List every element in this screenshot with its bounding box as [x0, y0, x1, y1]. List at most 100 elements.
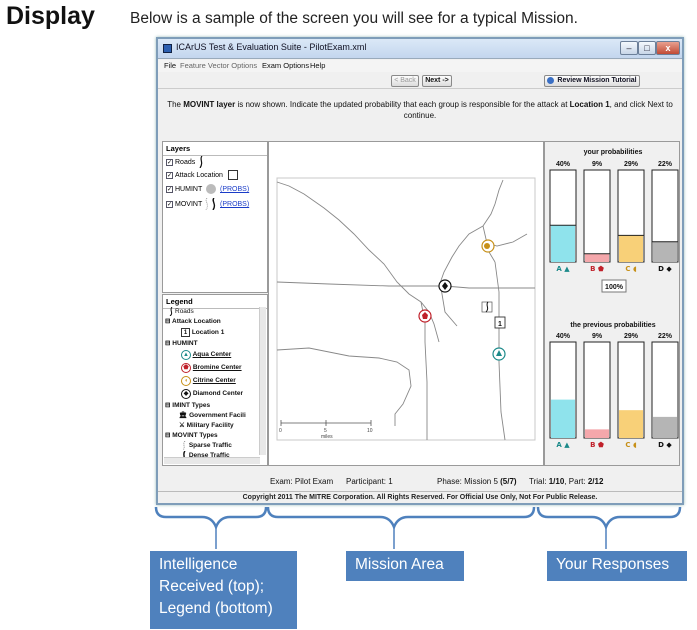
humint-probs-link[interactable]: (PROBS) [220, 185, 250, 193]
checkbox[interactable]: ✓ [166, 158, 173, 166]
probability-bar-fill[interactable] [585, 253, 609, 262]
caption-intelligence-legend: Intelligence Received (top); Legend (bot… [150, 551, 297, 629]
diamond-icon [442, 282, 448, 290]
caption-your-responses: Your Responses [547, 551, 687, 581]
bromine-center-marker[interactable] [418, 309, 432, 323]
legend-military: ⚔ Military Facility [179, 421, 234, 429]
legend-bromine: ⬟ Bromine Center [181, 363, 242, 373]
back-button[interactable]: < Back [391, 75, 419, 87]
legend-label: HUMINT [172, 340, 198, 347]
movint-probs-link[interactable]: (PROBS) [220, 200, 250, 208]
part-value: 2/12 [587, 477, 604, 486]
layers-panel: Layers ✓ Roads ✓ Attack Location ✓ HUMINT (… [162, 141, 268, 293]
legend-imint-group[interactable]: ⊟ IMINT Types [165, 402, 211, 409]
legend-label: MOVINT Types [172, 432, 218, 439]
menu-help[interactable]: Help [310, 61, 326, 70]
brace-intel [154, 506, 268, 549]
layer-roads[interactable]: ✓ Roads [166, 155, 205, 169]
probability-value-label: 9% [592, 161, 603, 168]
legend-title: Legend [163, 295, 267, 309]
legend-label: IMINT Types [172, 402, 211, 409]
checkbox[interactable]: ✓ [166, 171, 173, 179]
group-label: A ▲ [556, 265, 570, 273]
title-bar[interactable]: ICArUS Test & Evaluation Suite - PilotEx… [158, 39, 682, 59]
responses-canvas: your probabilities 40% A ▲ 9% B ⬟ 29% C ◖ 22% D… [549, 149, 679, 449]
traffic-icon [205, 197, 216, 211]
probability-bar-fill[interactable] [653, 241, 677, 262]
trial-label: Trial: [529, 477, 549, 486]
legend-sparse: Sparse Traffic [181, 440, 232, 451]
legend-horizontal-scrollbar[interactable] [164, 457, 260, 464]
status-bar: Exam: Pilot Exam Participant: 1 Phase: M… [162, 477, 678, 487]
probability-value-label: 29% [624, 161, 639, 168]
layers-title: Layers [163, 142, 267, 156]
scale-bar: 0 5 10 miles [279, 420, 373, 440]
legend-aqua: ▲ Aqua Center [181, 350, 231, 360]
probability-bar-frame[interactable] [583, 169, 611, 263]
review-tutorial-button[interactable]: Review Mission Tutorial [544, 75, 640, 87]
legend-label: Roads [175, 308, 194, 316]
minimize-button[interactable]: – [620, 41, 638, 55]
aqua-center-marker[interactable] [492, 347, 506, 361]
group-label: A ▲ [556, 441, 570, 449]
probability-value-label: 22% [658, 161, 673, 168]
road-icon [199, 155, 203, 169]
probability-bar-fill[interactable] [551, 225, 575, 262]
previous-probabilities-bars: 40% A ▲ 9% B ⬟ 29% C ◖ 22% D ◆ [549, 333, 679, 449]
diamond-center-marker[interactable] [438, 279, 452, 293]
location-number-icon: 1 [181, 328, 190, 337]
attack-location-marker[interactable]: 1 [494, 316, 506, 329]
review-tutorial-label: Review Mission Tutorial [557, 77, 637, 84]
responses-panel: your probabilities 40% A ▲ 9% B ⬟ 29% C ◖ 22% D… [544, 141, 680, 466]
legend-humint-group[interactable]: ⊟ HUMINT [165, 340, 198, 347]
menu-exam-options[interactable]: Exam Options [262, 61, 310, 70]
scale-label-0: 0 [279, 428, 282, 434]
traffic-icon [485, 301, 489, 313]
layer-humint[interactable]: ✓ HUMINT (PROBS) [166, 184, 249, 194]
layer-label: Attack Location [175, 171, 223, 179]
layer-attack-location[interactable]: ✓ Attack Location [166, 170, 238, 180]
probability-value-label: 40% [556, 161, 571, 168]
legend-label: Military Facility [186, 422, 234, 429]
group-label: B ⬟ [590, 265, 604, 273]
probability-value-label: 40% [556, 333, 571, 340]
triangle-icon [496, 350, 502, 356]
bromine-pentagon-icon: ⬟ [181, 363, 191, 373]
legend-citrine: ◖ Citrine Center [181, 376, 236, 386]
legend-vertical-scrollbar[interactable] [259, 307, 266, 455]
road [440, 287, 458, 327]
citrine-center-marker[interactable] [481, 239, 495, 253]
probability-bar-fill[interactable] [619, 235, 643, 262]
close-button[interactable]: x [656, 41, 680, 55]
checkbox[interactable]: ✓ [166, 200, 173, 208]
group-label: B ⬟ [590, 441, 604, 449]
mission-map[interactable]: 0 5 10 miles [268, 141, 544, 466]
next-button[interactable]: Next -> [422, 75, 452, 87]
copyright-footer: Copyright 2011 The MITRE Corporation. Al… [158, 491, 682, 503]
map-canvas[interactable]: 0 5 10 miles [269, 142, 545, 467]
help-icon [547, 76, 555, 84]
road [276, 347, 412, 426]
instr-location: Location 1 [569, 100, 610, 109]
your-probabilities-bars[interactable]: 40% A ▲ 9% B ⬟ 29% C ◖ 22% D ◆ [549, 161, 679, 273]
menu-file[interactable]: File [164, 61, 177, 70]
checkbox[interactable]: ✓ [166, 185, 173, 193]
layer-label: Roads [175, 158, 196, 166]
attack-location-number: 1 [498, 321, 502, 328]
legend-label: Aqua Center [192, 351, 232, 358]
legend-attack-group[interactable]: ⊟ Attack Location [165, 318, 221, 325]
road [482, 179, 504, 227]
building-icon: 🏛 [179, 412, 188, 419]
layer-label: MOVINT [175, 200, 203, 208]
instructions-text: The MOVINT layer is now shown. Indicate … [162, 99, 678, 121]
maximize-button[interactable]: □ [638, 41, 656, 55]
layer-label: HUMINT [175, 185, 203, 193]
legend-movint-group[interactable]: ⊟ MOVINT Types [165, 432, 218, 439]
map-area-border [276, 177, 536, 441]
instr-layer: MOVINT layer [183, 100, 236, 109]
probability-bar-fill [551, 399, 575, 438]
layer-movint[interactable]: ✓ MOVINT (PROBS) [166, 197, 250, 211]
menu-feature-vector-options[interactable]: Feature Vector Options [180, 61, 258, 70]
legend-label: Sparse Traffic [188, 442, 232, 450]
navigation-bar: < Back Next -> Review Mission Tutorial [158, 73, 682, 89]
